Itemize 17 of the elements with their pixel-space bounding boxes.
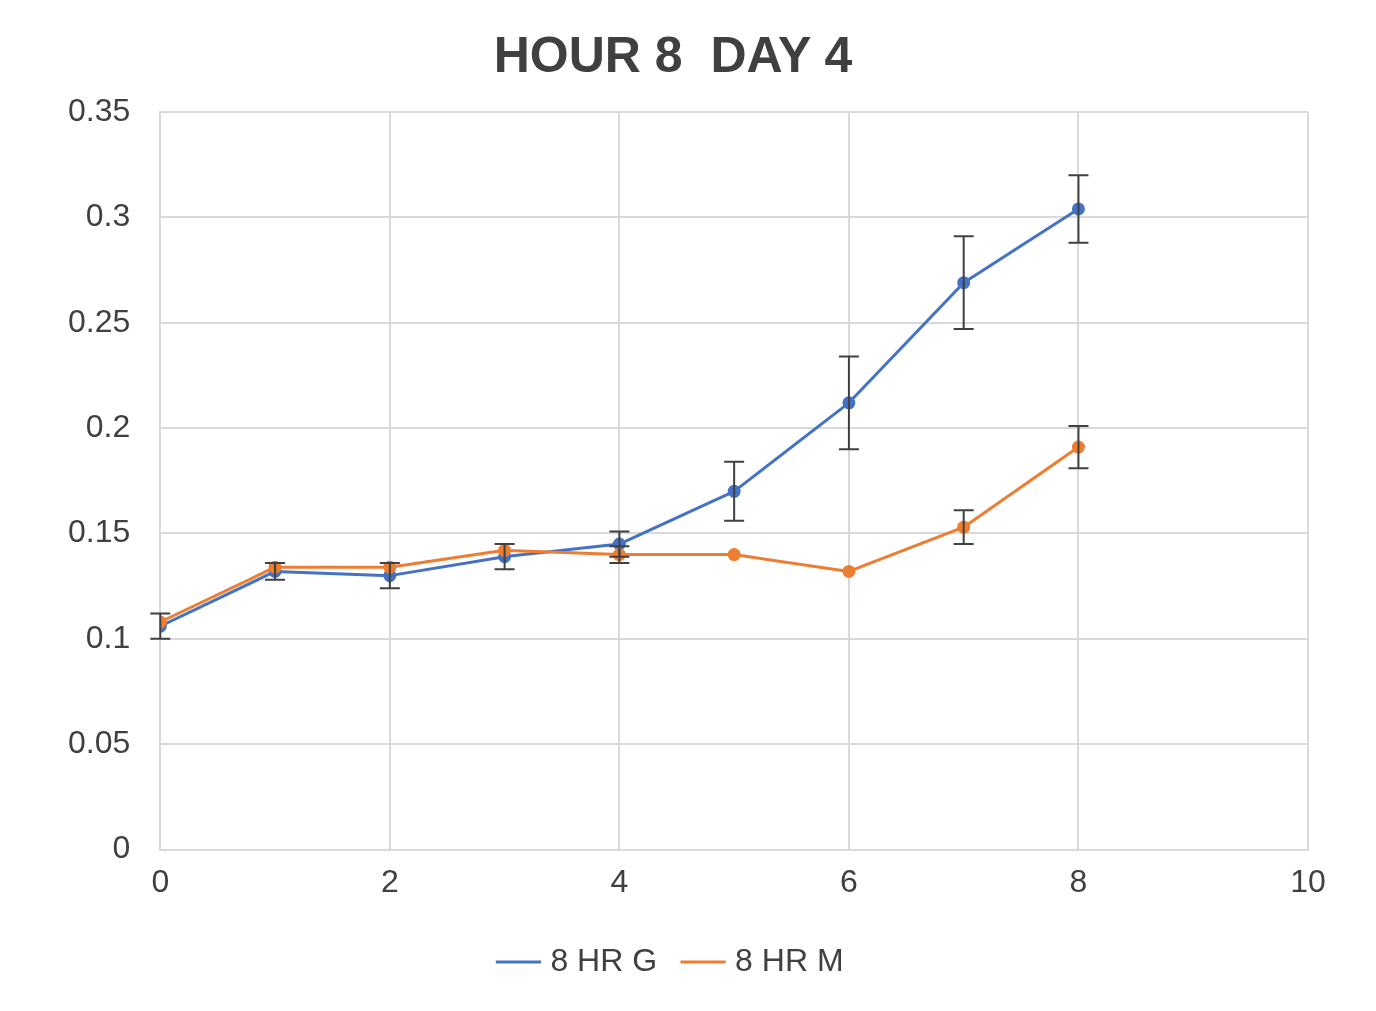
- y-tick-label: 0.05: [68, 724, 131, 761]
- x-tick-label: 10: [1290, 862, 1326, 899]
- y-tick-label: 0.15: [68, 513, 131, 550]
- x-tick-label: 2: [380, 862, 399, 899]
- y-tick-label: 0.25: [68, 302, 131, 339]
- chart-title: HOUR 8 DAY 4: [493, 26, 853, 83]
- y-tick-label: 0.1: [85, 618, 131, 655]
- legend-label: 8 HR G: [550, 941, 658, 978]
- x-tick-label: 8: [1069, 862, 1088, 899]
- legend-label: 8 HR M: [735, 941, 844, 978]
- y-tick-label: 0.35: [68, 91, 131, 128]
- x-tick-label: 6: [840, 862, 858, 899]
- y-tick-label: 0: [112, 829, 131, 866]
- x-tick-label: 4: [610, 862, 629, 899]
- y-tick-label: 0.3: [85, 197, 131, 234]
- y-tick-label: 0.2: [85, 407, 131, 444]
- x-tick-label: 0: [151, 862, 170, 899]
